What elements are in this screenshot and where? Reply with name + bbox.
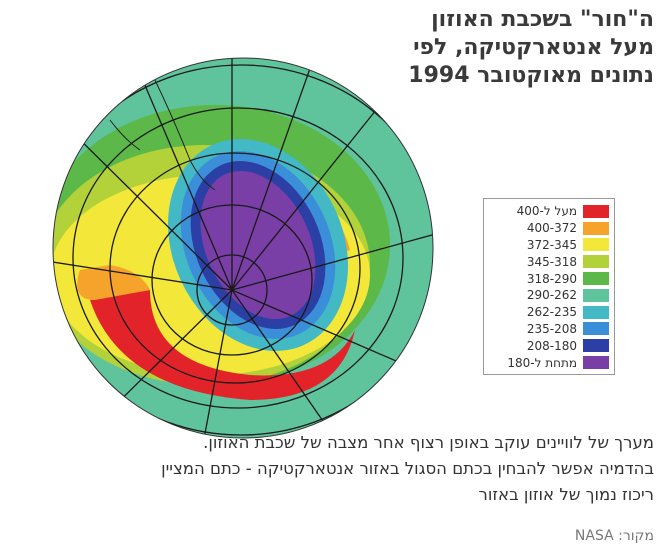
legend-row: 400-372 — [489, 220, 609, 237]
legend-row: מתחת ל-180 — [489, 354, 609, 371]
legend-swatch — [583, 272, 609, 286]
legend-swatch — [583, 322, 609, 336]
title-line: מעל אנטארקטיקה, לפי — [413, 35, 654, 60]
legend-row: מעל ל-400 — [489, 203, 609, 220]
source: מקור: NASA — [574, 528, 654, 544]
caption-line: ריכוז נמוך של אוזון באזור — [478, 485, 654, 504]
legend-row: 262-235 — [489, 304, 609, 321]
legend-label: מעל ל-400 — [516, 204, 577, 219]
legend-label: 235-208 — [526, 321, 577, 336]
legend-label: 262-235 — [526, 305, 577, 320]
legend-label: 400-372 — [526, 221, 577, 236]
legend-row: 235-208 — [489, 321, 609, 338]
legend-row: 290-262 — [489, 287, 609, 304]
legend-row: 345-318 — [489, 253, 609, 270]
legend-label: 318-290 — [526, 271, 577, 286]
legend-swatch — [583, 356, 609, 370]
legend-row: 208-180 — [489, 337, 609, 354]
legend-swatch — [583, 305, 609, 319]
title-line: נתונים מאוקטובר 1994 — [408, 63, 654, 88]
legend-label: 345-318 — [526, 254, 577, 269]
legend-swatch — [583, 255, 609, 269]
legend-label: מתחת ל-180 — [507, 355, 577, 370]
title-line: ה"חור" בשכבת האוזון — [431, 7, 654, 32]
legend-label: 290-262 — [526, 288, 577, 303]
legend-label: 372-345 — [526, 237, 577, 252]
caption-line: מערך של לוויינים עוקב באופן רצוף אחר מצב… — [203, 433, 654, 452]
legend-swatch — [583, 339, 609, 353]
legend-swatch — [583, 204, 609, 218]
legend: מעל ל-400 400-372 372-345 345-318 318-290 290… — [483, 198, 615, 375]
caption-line: בהדמיה אפשר להבחין בכתם הסגול באזור אנטא… — [161, 459, 654, 478]
legend-row: 318-290 — [489, 270, 609, 287]
legend-label: 208-180 — [526, 338, 577, 353]
legend-swatch — [583, 288, 609, 302]
legend-swatch — [583, 238, 609, 252]
globe — [53, 58, 433, 438]
legend-row: 372-345 — [489, 237, 609, 254]
legend-swatch — [583, 221, 609, 235]
